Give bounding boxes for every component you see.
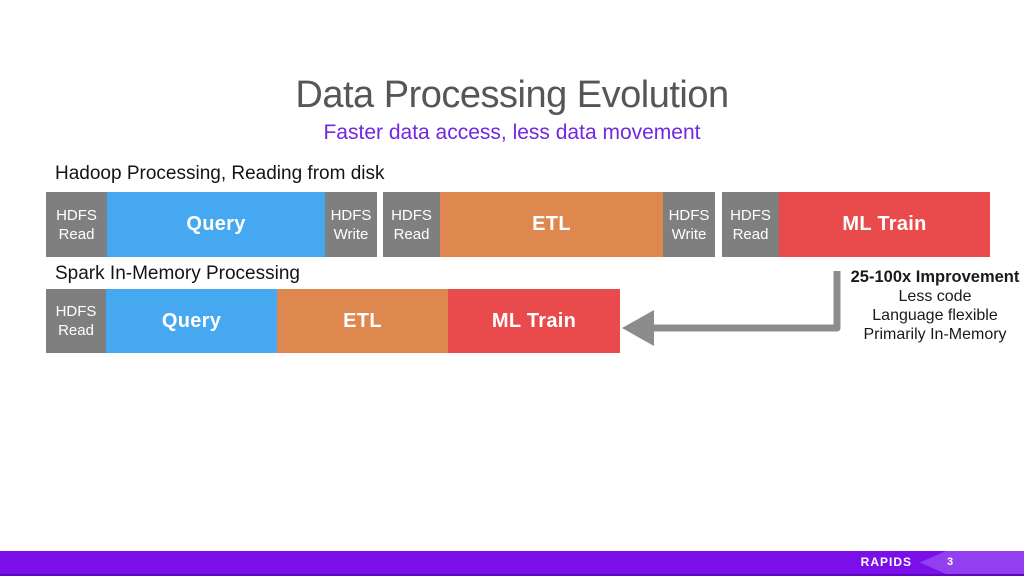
- improvement-annotation: 25-100x Improvement Less code Language f…: [840, 268, 1024, 344]
- footer-bar: RAPIDS 3: [0, 551, 1024, 576]
- footer-chevron-icon: [920, 551, 1024, 574]
- block-label: ETL: [532, 213, 571, 235]
- block-hdfs-read: HDFS Read: [383, 192, 440, 257]
- page-number: 3: [946, 556, 954, 568]
- block-label: Query: [186, 213, 246, 235]
- block-etl: ETL: [277, 289, 448, 353]
- block-query: Query: [107, 192, 325, 257]
- block-label: Query: [161, 309, 222, 332]
- page-title: Data Processing Evolution: [295, 74, 729, 116]
- hadoop-pipeline-row: HDFS Read Query HDFS Write HDFS Read ETL HD…: [46, 192, 990, 257]
- block-query: Query: [106, 289, 277, 353]
- block-etl: ETL: [440, 192, 663, 257]
- hadoop-row-label: Hadoop Processing, Reading from disk: [55, 163, 385, 184]
- page-subtitle: Faster data access, less data movement: [323, 121, 701, 144]
- block-label: HDFS Read: [55, 303, 97, 339]
- block-label: ETL: [343, 309, 382, 332]
- block-ml-train: ML Train: [779, 192, 990, 257]
- improvement-arrow-icon: [622, 271, 841, 346]
- block-label: HDFS Write: [668, 206, 710, 243]
- annotation-line: Less code: [898, 288, 972, 305]
- block-ml-train: ML Train: [448, 289, 620, 353]
- block-hdfs-read: HDFS Read: [46, 289, 106, 353]
- annotation-line: 25-100x Improvement: [850, 268, 1020, 286]
- block-label: ML Train: [842, 213, 927, 235]
- block-hdfs-read: HDFS Read: [46, 192, 107, 257]
- block-label: HDFS Read: [391, 206, 432, 243]
- block-label: HDFS Read: [56, 206, 97, 243]
- block-label: HDFS Read: [730, 206, 771, 243]
- block-hdfs-write: HDFS Write: [663, 192, 715, 257]
- annotation-line: Language flexible: [872, 307, 998, 324]
- block-hdfs-write: HDFS Write: [325, 192, 377, 257]
- spark-pipeline-row: HDFS Read Query ETL ML Train: [46, 289, 620, 353]
- spark-row-label: Spark In-Memory Processing: [55, 263, 300, 284]
- annotation-line: Primarily In-Memory: [863, 326, 1007, 343]
- block-hdfs-read: HDFS Read: [722, 192, 779, 257]
- block-label: ML Train: [491, 309, 577, 332]
- rapids-logo: RAPIDS: [860, 555, 912, 569]
- block-label: HDFS Write: [330, 206, 372, 243]
